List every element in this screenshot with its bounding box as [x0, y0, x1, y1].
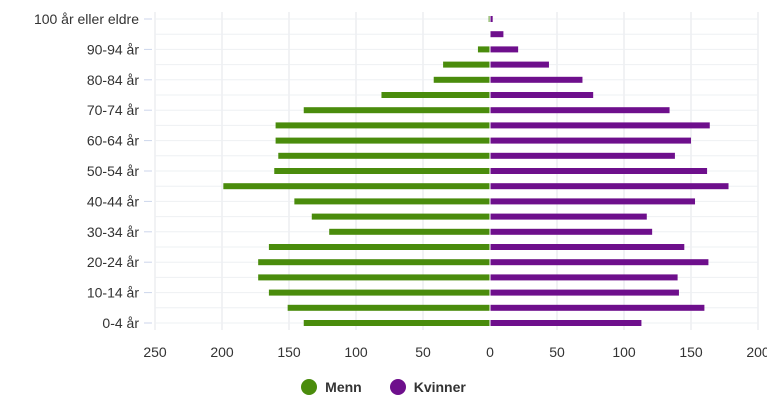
bar-kvinner[interactable] — [490, 168, 708, 174]
population-pyramid-chart: 0-4 år 10-14 år 20-24 år 30-34 år 40-44 år 50… — [34, 11, 767, 360]
bar-kvinner[interactable] — [490, 152, 675, 159]
bar-kvinner[interactable] — [490, 46, 519, 53]
bar-menn[interactable] — [258, 259, 490, 266]
y-tick-label: 90-94 år — [87, 41, 139, 57]
x-tick-label: 200 — [210, 344, 234, 360]
bar-kvinner[interactable] — [490, 304, 705, 311]
legend-item-menn[interactable]: Menn — [301, 378, 362, 396]
y-tick-label: 0-4 år — [102, 315, 139, 331]
legend-label-menn: Menn — [325, 379, 362, 395]
x-tick-label: 200 — [746, 344, 767, 360]
y-tick-label: 30-34 år — [87, 224, 139, 240]
bar-menn[interactable] — [268, 289, 490, 296]
bar-kvinner[interactable] — [490, 289, 679, 296]
bar-kvinner[interactable] — [490, 61, 549, 68]
bar-kvinner[interactable] — [490, 107, 670, 114]
bar-menn[interactable] — [278, 152, 490, 159]
bar-kvinner[interactable] — [490, 228, 653, 235]
bar-kvinner[interactable] — [490, 198, 696, 205]
x-axis-labels: 250 200 150 100 50 0 50 100 150 200 — [143, 344, 767, 360]
bar-kvinner[interactable] — [490, 92, 594, 98]
bars-group — [223, 12, 729, 330]
bar-menn[interactable] — [477, 46, 490, 53]
bar-menn[interactable] — [381, 92, 490, 98]
y-axis-labels: 0-4 år 10-14 år 20-24 år 30-34 år 40-44 år 50… — [34, 11, 152, 331]
bar-menn[interactable] — [275, 137, 490, 144]
bar-menn[interactable] — [274, 168, 490, 174]
x-tick-label: 100 — [612, 344, 636, 360]
bar-kvinner[interactable] — [490, 183, 729, 190]
y-tick-label: 50-54 år — [87, 163, 139, 179]
bar-kvinner[interactable] — [490, 213, 647, 220]
bar-menn[interactable] — [258, 274, 490, 281]
bar-kvinner[interactable] — [490, 244, 685, 250]
x-tick-label: 50 — [415, 344, 431, 360]
bar-menn[interactable] — [287, 304, 490, 311]
bar-menn[interactable] — [303, 320, 490, 326]
y-tick-label: 20-24 år — [87, 254, 139, 270]
bar-kvinner[interactable] — [490, 31, 504, 38]
bar-kvinner[interactable] — [490, 259, 709, 266]
x-tick-label: 100 — [344, 344, 368, 360]
bar-menn[interactable] — [443, 61, 490, 68]
bar-menn[interactable] — [223, 183, 490, 190]
legend-marker-kvinner — [389, 379, 406, 395]
bar-menn[interactable] — [275, 122, 490, 129]
bar-menn[interactable] — [433, 76, 490, 83]
bar-menn[interactable] — [303, 107, 490, 114]
y-tick-label: 100 år eller eldre — [34, 11, 139, 27]
bar-menn[interactable] — [311, 213, 490, 220]
bar-kvinner[interactable] — [490, 122, 710, 129]
y-tick-label: 60-64 år — [87, 133, 139, 149]
legend-item-kvinner[interactable]: Kvinner — [389, 378, 466, 396]
x-tick-label: 250 — [143, 344, 167, 360]
legend: Menn Kvinner — [0, 378, 767, 396]
x-tick-label: 150 — [277, 344, 301, 360]
y-tick-label: 70-74 år — [87, 102, 139, 118]
bar-kvinner[interactable] — [490, 16, 493, 22]
x-tick-label: 50 — [549, 344, 565, 360]
x-tick-label: 150 — [679, 344, 703, 360]
bar-menn[interactable] — [294, 198, 490, 205]
bar-kvinner[interactable] — [490, 274, 678, 281]
x-tick-label: 0 — [486, 344, 494, 360]
y-tick-label: 10-14 år — [87, 285, 139, 301]
bar-menn[interactable] — [329, 228, 490, 235]
y-tick-label: 80-84 år — [87, 72, 139, 88]
bar-kvinner[interactable] — [490, 137, 691, 144]
bar-menn[interactable] — [488, 16, 490, 22]
bar-menn[interactable] — [268, 244, 490, 250]
y-tick-label: 40-44 år — [87, 193, 139, 209]
legend-label-kvinner: Kvinner — [413, 379, 466, 395]
bar-kvinner[interactable] — [490, 320, 642, 326]
bar-kvinner[interactable] — [490, 76, 583, 83]
legend-marker-menn — [301, 379, 318, 395]
